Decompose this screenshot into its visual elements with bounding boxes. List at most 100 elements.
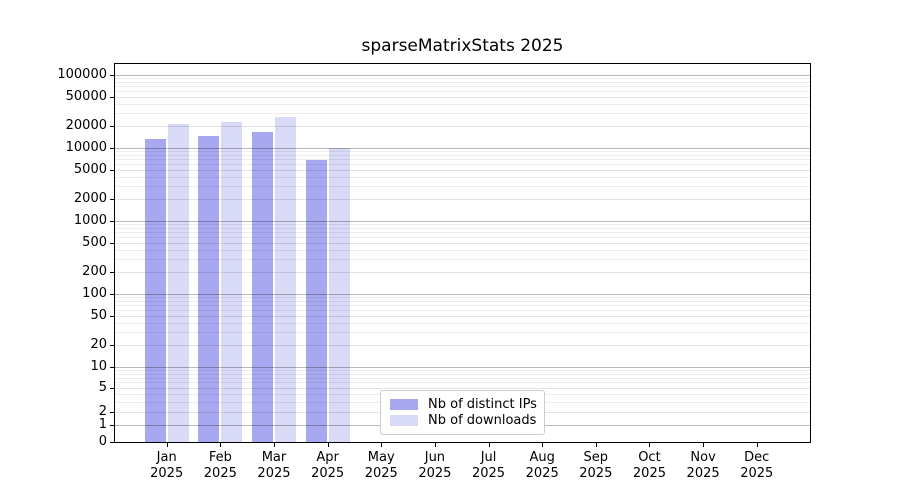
y-tick-mark-200 [110,272,114,273]
gridline-minor-40 [115,323,810,325]
gridline-minor-90000 [115,78,810,80]
y-tick-mark-0 [110,442,114,443]
x-tick-month: Jan [156,450,177,465]
x-tick-month: May [367,450,395,465]
y-tick-label-50000: 50000 [65,89,107,104]
x-tick-label-sep: Sep 2025 [564,450,628,482]
gridline-minor-300 [115,259,810,261]
y-tick-label-500: 500 [82,235,107,250]
gridline-50000 [115,97,810,98]
y-tick-mark-10 [110,367,114,368]
gridline-200 [115,272,810,274]
y-tick-mark-10000 [110,148,114,149]
gridline-20 [115,344,810,346]
gridline-minor-30000 [115,113,810,115]
gridline-minor-4000 [115,177,810,179]
gridline-minor-6 [115,382,810,384]
gridline-5000 [115,170,810,171]
x-tick-label-jun: Jun 2025 [403,450,467,482]
gridline-minor-8 [115,373,810,375]
gridline-minor-90 [115,297,810,299]
plot-area [114,63,811,443]
y-tick-mark-2000 [110,199,114,200]
gridline-minor-8000 [115,155,810,157]
y-tick-label-2: 2 [98,404,107,419]
x-tick-label-apr: Apr 2025 [296,450,360,482]
x-tick-label-mar: Mar 2025 [242,450,306,482]
bar-nb-of-downloads-feb [221,121,243,442]
gridline-minor-900 [115,224,810,226]
x-tick-year: 2025 [740,466,774,481]
x-tick-month: Dec [744,450,770,465]
gridline-minor-40000 [115,104,810,106]
x-tick-month: Jul [480,450,497,465]
x-tick-year: 2025 [364,466,398,481]
gridline-minor-6000 [115,164,810,166]
x-tick-mark-apr [327,443,329,447]
x-tick-mark-mar [273,443,275,447]
x-tick-mark-sep [595,443,597,447]
x-tick-month: Apr [316,450,339,465]
x-tick-year: 2025 [632,466,666,481]
x-tick-month: Jun [424,450,446,465]
gridline-minor-700 [115,232,810,234]
bar-nb-of-distinct-ips-jan [144,138,166,442]
gridline-minor-3000 [115,186,810,188]
x-tick-month: Nov [690,450,716,465]
gridline-1000 [115,221,810,223]
y-tick-label-5: 5 [98,380,107,395]
gridline-minor-9000 [115,151,810,153]
x-tick-year: 2025 [311,466,345,481]
y-tick-mark-500 [110,243,114,244]
y-tick-mark-1000 [110,221,114,222]
gridline-minor-400 [115,250,810,252]
x-tick-label-jan: Jan 2025 [135,450,199,482]
gridline-10 [115,366,810,368]
gridline-minor-600 [115,237,810,239]
x-tick-mark-jan [166,443,168,447]
y-tick-mark-5000 [110,170,114,171]
bar-nb-of-downloads-apr [328,147,350,442]
gridline-minor-7 [115,377,810,379]
y-tick-mark-5 [110,388,114,389]
gridline-minor-80 [115,301,810,303]
gridline-10000 [115,148,810,150]
legend-label-distinct-ips: Nb of distinct IPs [428,396,537,412]
y-tick-mark-50 [110,316,114,317]
bar-nb-of-distinct-ips-apr [305,159,327,442]
y-tick-mark-20 [110,345,114,346]
y-tick-label-2000: 2000 [73,191,107,206]
y-tick-label-50: 50 [90,308,107,323]
x-tick-month: Feb [208,450,232,465]
x-tick-year: 2025 [150,466,184,481]
x-tick-mark-may [381,443,383,447]
y-tick-label-20: 20 [90,337,107,352]
x-tick-month: Sep [583,450,609,465]
y-tick-mark-2 [110,412,114,413]
legend-label-downloads: Nb of downloads [428,413,537,429]
gridline-500 [115,242,810,244]
gridline-100000 [115,75,810,77]
bar-nb-of-distinct-ips-feb [198,136,220,442]
gridline-minor-60000 [115,91,810,93]
x-tick-label-jul: Jul 2025 [457,450,521,482]
gridline-minor-70 [115,305,810,307]
gridline-minor-70000 [115,86,810,88]
x-tick-label-may: May 2025 [349,450,413,482]
bar-nb-of-downloads-mar [274,116,296,442]
y-tick-label-1000: 1000 [73,213,107,228]
y-tick-mark-1 [110,425,114,426]
gridline-20000 [115,126,810,128]
x-tick-mark-feb [220,443,222,447]
x-tick-label-dec: Dec 2025 [725,450,789,482]
gridline-2000 [115,199,810,201]
x-tick-year: 2025 [257,466,291,481]
y-tick-label-5000: 5000 [73,162,107,177]
gridline-minor-7000 [115,159,810,161]
y-tick-label-20000: 20000 [65,118,107,133]
legend-item-distinct-ips: Nb of distinct IPs [390,396,537,413]
legend-swatch-downloads [390,415,418,427]
y-tick-label-200: 200 [82,264,107,279]
x-tick-mark-dec [756,443,758,447]
